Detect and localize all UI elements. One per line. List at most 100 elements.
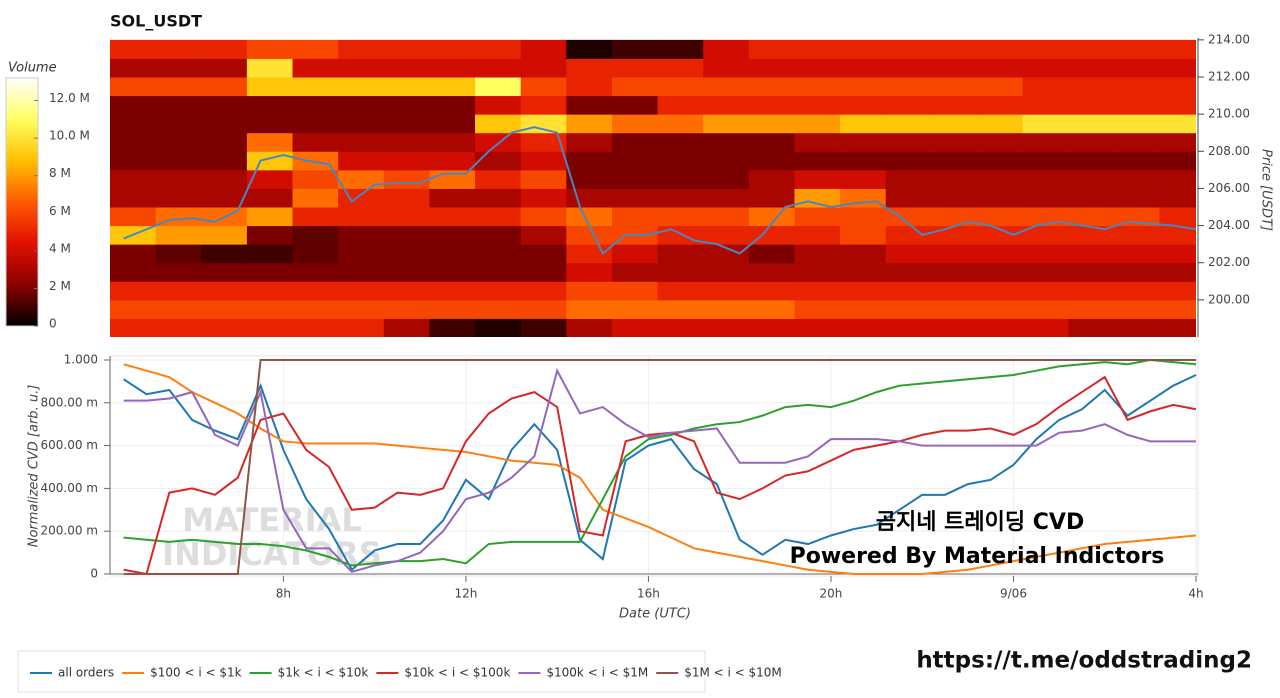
x-tick-label: 16h	[637, 587, 660, 601]
heatmap-cell	[338, 299, 385, 319]
y-tick-label: 0	[90, 567, 98, 581]
heatmap-cell	[1113, 132, 1160, 152]
heatmap-cell	[1022, 281, 1069, 301]
heatmap-cell	[840, 132, 887, 152]
heatmap-cell	[429, 318, 476, 337]
heatmap-cell	[840, 244, 887, 264]
heatmap-cell	[748, 77, 795, 97]
heatmap-cell	[292, 188, 339, 208]
heatmap-cell	[383, 169, 430, 189]
heatmap-cell	[1022, 39, 1069, 59]
link[interactable]: https://t.me/oddstrading2	[916, 648, 1252, 674]
heatmap-cell	[520, 244, 567, 264]
heatmap-cell	[611, 262, 659, 282]
heatmap-cell	[976, 39, 1024, 59]
colorbar-tick-label: 0	[49, 317, 57, 331]
heatmap-cell	[1022, 58, 1069, 78]
heatmap-cell	[1159, 169, 1196, 189]
heatmap-cell	[155, 132, 202, 152]
heatmap-cell	[429, 77, 476, 97]
colorbar-tick-label: 6 M	[49, 204, 71, 218]
y-axis-title: Normalized CVD [arb. u.]	[27, 385, 42, 548]
heatmap-cell	[383, 151, 430, 171]
heatmap-cell	[155, 114, 202, 134]
heatmap-cell	[429, 114, 476, 134]
heatmap-cell	[338, 58, 385, 78]
heatmap-cell	[429, 39, 476, 59]
heatmap-cell	[110, 95, 157, 115]
heatmap-cell	[429, 225, 476, 245]
heatmap-cell	[885, 244, 932, 264]
heatmap-cell	[110, 281, 157, 301]
heatmap-cell	[246, 281, 294, 301]
heatmap-cell	[840, 77, 887, 97]
heatmap-cell	[794, 299, 841, 319]
heatmap-cell	[748, 225, 795, 245]
heatmap-cell	[566, 188, 613, 208]
legend	[17, 650, 706, 693]
heatmap-cell	[475, 207, 522, 227]
heatmap-cell	[840, 95, 887, 115]
heatmap-cell	[748, 95, 795, 115]
heatmap-cell	[566, 58, 613, 78]
heatmap-cell	[840, 262, 887, 282]
heatmap-cell	[110, 318, 157, 337]
heatmap-cell	[931, 58, 978, 78]
heatmap-cell	[840, 114, 887, 134]
heatmap-cell	[566, 262, 613, 282]
heatmap-cell	[566, 132, 613, 152]
heatmap-cell	[748, 169, 795, 189]
heatmap-cell	[292, 299, 339, 319]
heatmap-cell	[338, 318, 385, 337]
y-tick-label: 600.00 m	[41, 438, 99, 452]
heatmap-cell	[246, 299, 294, 319]
heatmap-cell	[201, 151, 248, 171]
heatmap-cell	[429, 281, 476, 301]
heatmap-cell	[1022, 151, 1069, 171]
heatmap-cell	[703, 188, 750, 208]
heatmap-cell	[246, 318, 294, 337]
heatmap-cell	[475, 262, 522, 282]
heatmap-cell	[475, 244, 522, 264]
heatmap-cell	[931, 318, 978, 337]
heatmap-cell	[246, 95, 294, 115]
x-tick-label: 4h	[1188, 587, 1203, 601]
heatmap-cell	[292, 207, 339, 227]
heatmap-cell	[201, 58, 248, 78]
heatmap-cell	[840, 281, 887, 301]
heatmap-cell	[429, 262, 476, 282]
heatmap-cell	[292, 151, 339, 171]
heatmap-cell	[566, 39, 613, 59]
heatmap-cell	[976, 318, 1024, 337]
heatmap-cell	[246, 151, 294, 171]
heatmap-cell	[885, 299, 932, 319]
heatmap-cell	[1159, 132, 1196, 152]
heatmap-cell	[475, 77, 522, 97]
heatmap-cell	[110, 169, 157, 189]
heatmap-cell	[520, 207, 567, 227]
colorbar-tick-label: 12.0 M	[49, 91, 90, 105]
heatmap-cell	[155, 188, 202, 208]
heatmap-cell	[520, 95, 567, 115]
y-tick-label: 204.00	[1208, 218, 1250, 232]
heatmap-cell	[976, 77, 1024, 97]
heatmap-cell	[885, 188, 932, 208]
heatmap-cell	[1022, 244, 1069, 264]
heatmap-cell	[748, 299, 795, 319]
heatmap-cell	[201, 39, 248, 59]
heatmap-cell	[1068, 318, 1115, 337]
heatmap-cell	[338, 95, 385, 115]
legend-label: $10k < i < $100k	[404, 666, 510, 680]
heatmap-cell	[110, 244, 157, 264]
heatmap-cell	[1068, 188, 1115, 208]
heatmap-cell	[1068, 77, 1115, 97]
heatmap-cell	[1159, 58, 1196, 78]
heatmap-cell	[1068, 281, 1115, 301]
heatmap-cell	[1022, 77, 1069, 97]
heatmap-cell	[201, 299, 248, 319]
legend-label: $1k < i < $10k	[278, 666, 369, 680]
heatmap-cell	[931, 244, 978, 264]
heatmap-cell	[292, 95, 339, 115]
heatmap-cell	[1068, 207, 1115, 227]
heatmap-cell	[794, 207, 841, 227]
